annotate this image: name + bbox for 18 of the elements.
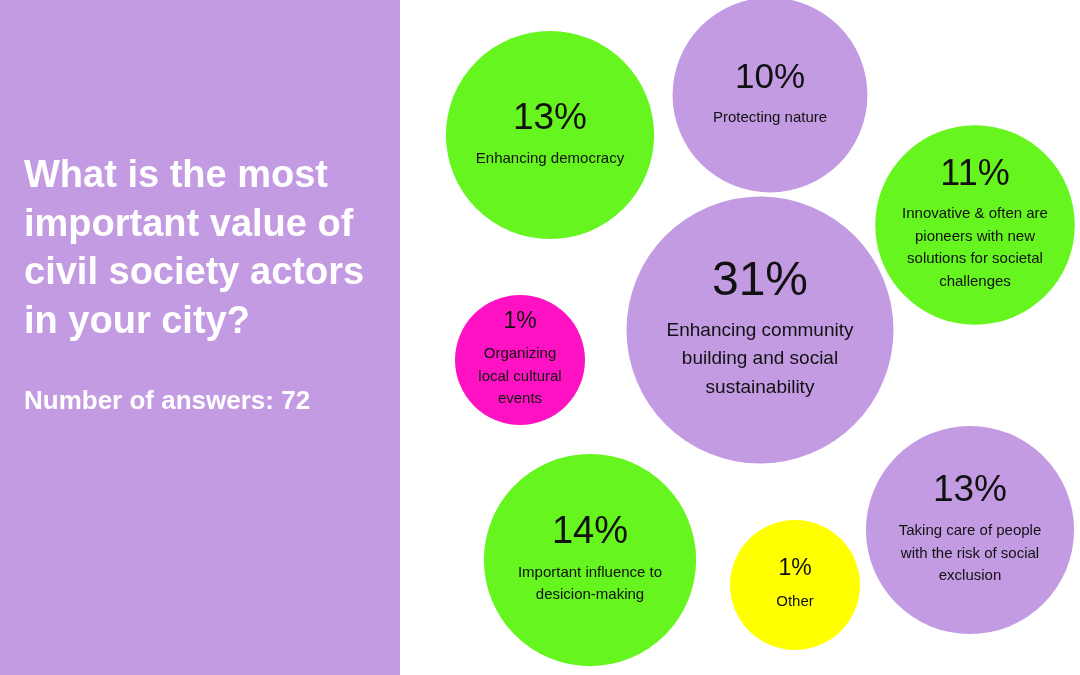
category-label: Protecting nature [712, 107, 828, 125]
data-label: 31% [711, 252, 809, 306]
data-label: 13% [512, 95, 588, 137]
category-label: Enhancing democracy [475, 148, 625, 166]
category-label: Innovative & often are pioneers with new solutions for societal challenges [902, 204, 1048, 289]
category-label: Important influence to desicion-making [517, 562, 663, 603]
data-label: 11% [940, 151, 1010, 193]
category-label: Organizing local cultural events [478, 344, 562, 407]
data-label: 13% [932, 468, 1008, 510]
category-label: Enhancing community building and social sustainability [666, 318, 854, 397]
category-label: Other [776, 591, 814, 609]
data-label: 14% [551, 508, 629, 551]
text: What is the most important value of civil society actors in your city? [24, 152, 366, 343]
data-label: 1% [503, 306, 537, 333]
text: Number of answers: 72 [24, 384, 312, 416]
data-label: 10% [734, 56, 806, 96]
category-label: Taking care of people with the risk of social exclusion [898, 521, 1042, 584]
data-label: 1% [778, 554, 812, 581]
